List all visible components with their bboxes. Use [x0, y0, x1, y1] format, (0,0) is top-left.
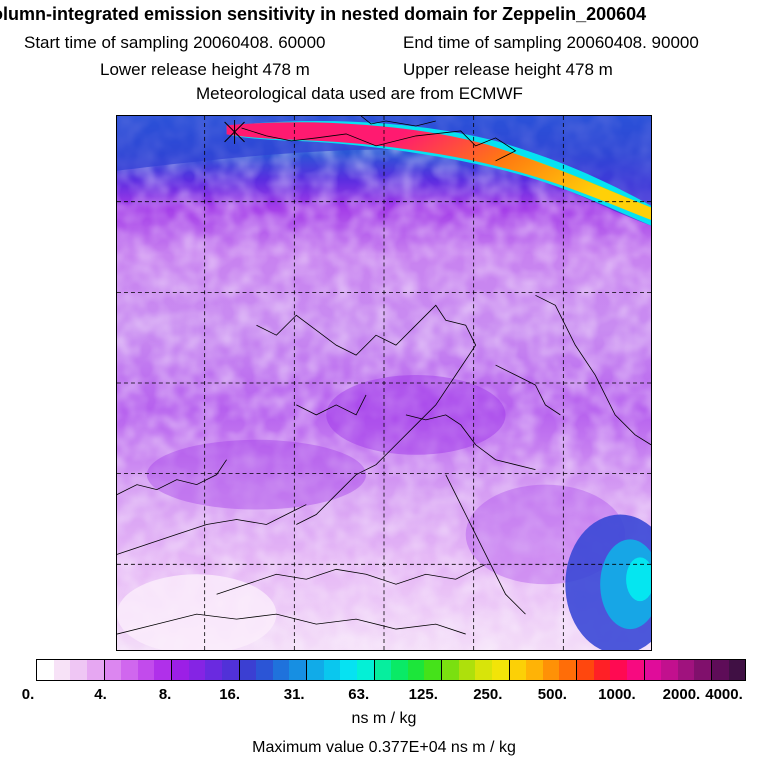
colorbar-swatch — [307, 660, 324, 680]
colorbar-swatch — [542, 660, 560, 680]
colorbar-swatch — [694, 660, 712, 680]
colorbar-swatch — [491, 660, 510, 680]
end-time-label: End time of sampling 20060408. 90000 — [403, 33, 699, 52]
colorbar-swatch — [86, 660, 105, 680]
colorbar-tick-label: 16. — [219, 686, 241, 703]
colorbar-swatch — [526, 660, 543, 680]
colorbar-unit: ns m / kg — [351, 710, 417, 727]
colorbar-tick-label: 31. — [283, 686, 305, 703]
lower-release-height-label: Lower release height 478 m — [100, 60, 310, 79]
colorbar-swatch — [374, 660, 392, 680]
colorbar-swatch — [644, 660, 662, 680]
colorbar-tick-label: 250. — [473, 686, 503, 703]
colorbar-tick-label: 2000. — [662, 686, 701, 703]
colorbar-tick-label: 500. — [537, 686, 567, 703]
colorbar-swatch — [391, 660, 408, 680]
colorbar-swatch — [424, 660, 442, 680]
colorbar-swatch — [407, 660, 425, 680]
colorbar-swatch — [154, 660, 172, 680]
colorbar-tick-label: 1000. — [598, 686, 636, 703]
colorbar-swatch — [221, 660, 240, 680]
met-data-label: Meteorological data used are from ECMWF — [196, 84, 523, 103]
colorbar-swatch — [559, 660, 577, 680]
colorbar-tick-label: 63. — [348, 686, 370, 703]
colorbar-swatch — [37, 660, 54, 680]
colorbar-swatch — [728, 660, 746, 680]
colorbar-tick-label: 8. — [158, 686, 172, 703]
colorbar-swatch — [661, 660, 678, 680]
colorbar-swatch — [272, 660, 290, 680]
release-point-marker — [224, 119, 245, 144]
colorbar-swatch — [289, 660, 307, 680]
colorbar-swatch — [677, 660, 695, 680]
start-time-label: Start time of sampling 20060408. 60000 — [24, 33, 326, 52]
plot-title: olumn-integrated emission sensitivity in… — [0, 4, 647, 24]
colorbar-swatch — [188, 660, 206, 680]
colorbar — [36, 659, 746, 681]
colorbar-tick-label: 4000. — [705, 686, 743, 703]
colorbar-swatch — [626, 660, 645, 680]
colorbar-swatch — [70, 660, 87, 680]
colorbar-swatch — [137, 660, 155, 680]
colorbar-swatch — [121, 660, 138, 680]
colorbar-swatch — [340, 660, 357, 680]
colorbar-swatch — [205, 660, 222, 680]
colorbar-swatch — [256, 660, 273, 680]
colorbar-swatch — [172, 660, 189, 680]
emission-sensitivity-map — [116, 115, 652, 651]
colorbar-swatch — [593, 660, 611, 680]
colorbar-swatch — [104, 660, 122, 680]
colorbar-swatch — [577, 660, 594, 680]
colorbar-swatch — [239, 660, 257, 680]
colorbar-tick-label: 125. — [408, 686, 438, 703]
upper-release-height-label: Upper release height 478 m — [403, 60, 613, 79]
colorbar-tick-label: 4. — [94, 686, 107, 703]
colorbar-swatch — [610, 660, 627, 680]
colorbar-swatch — [712, 660, 729, 680]
colorbar-swatch — [323, 660, 341, 680]
colorbar-swatch — [458, 660, 476, 680]
maximum-value-label: Maximum value 0.377E+04 ns m / kg — [252, 739, 516, 756]
colorbar-swatch — [356, 660, 375, 680]
colorbar-swatch — [509, 660, 527, 680]
colorbar-tick-label: 0. — [21, 686, 35, 703]
colorbar-swatch — [475, 660, 492, 680]
colorbar-swatch — [442, 660, 459, 680]
colorbar-swatch — [53, 660, 71, 680]
